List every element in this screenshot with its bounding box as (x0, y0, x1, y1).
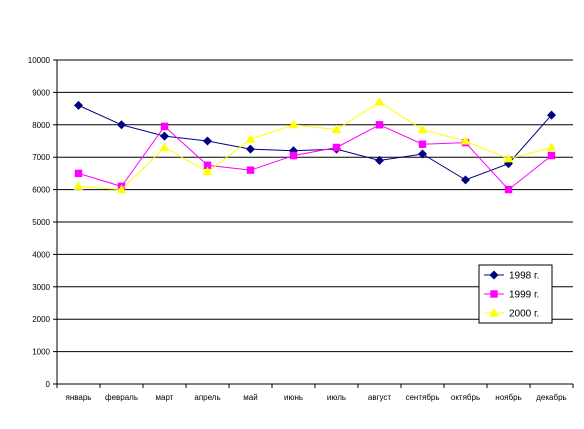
series-3 (73, 97, 557, 194)
x-tick-label: апрель (194, 393, 220, 402)
series-1 (73, 100, 557, 185)
y-tick-label: 3000 (32, 283, 50, 292)
data-point (245, 144, 256, 154)
x-tick-label: май (243, 393, 257, 402)
data-point (202, 166, 213, 176)
y-tick-label: 6000 (32, 186, 50, 195)
x-tick-label: август (368, 393, 392, 402)
x-tick-labels: январь февраль март апрель май июнь июль август… (66, 393, 567, 402)
legend-marker (489, 270, 499, 280)
data-point (202, 136, 213, 146)
x-tick-label: декабрь (536, 393, 566, 402)
data-point (418, 140, 427, 148)
data-point (289, 151, 298, 160)
data-point (73, 100, 84, 110)
y-tick-label: 9000 (32, 88, 50, 97)
data-point (417, 149, 428, 159)
y-tick-label: 5000 (32, 218, 50, 227)
data-point (417, 124, 428, 134)
legend: 1998 г. 1999 г. 2000 г. (478, 264, 553, 324)
data-point (246, 166, 255, 174)
x-tick-label: январь (66, 393, 92, 402)
series-line (78, 104, 552, 181)
data-point (375, 121, 384, 129)
y-tick-label: 4000 (32, 250, 50, 259)
legend-marker (490, 290, 498, 298)
data-point (332, 143, 341, 152)
x-tick-label: март (156, 393, 174, 402)
legend-label: 1998 г. (509, 271, 539, 282)
series-group (73, 97, 557, 194)
data-point (546, 110, 557, 120)
data-point (331, 124, 342, 134)
series-line (78, 124, 552, 191)
data-point (547, 151, 556, 160)
data-point (159, 131, 170, 141)
x-tick-label: июнь (284, 393, 303, 402)
x-tick-label: ноябрь (495, 393, 521, 402)
data-point (374, 155, 385, 165)
legend-label: 2000 г. (509, 309, 539, 320)
data-point (460, 175, 471, 185)
data-point (460, 135, 471, 145)
legend-marker (489, 307, 499, 317)
y-tick-label: 1000 (32, 348, 50, 357)
y-tick-label: 10000 (28, 56, 51, 65)
data-point (374, 97, 385, 106)
x-tick-label: июль (327, 393, 346, 402)
data-point (74, 169, 83, 178)
y-tick-label: 8000 (32, 121, 50, 130)
axes (53, 59, 574, 388)
data-point (160, 122, 169, 131)
data-point (116, 184, 127, 194)
x-tick-label: октябрь (451, 393, 480, 402)
data-point (503, 153, 514, 163)
data-point (116, 120, 127, 130)
x-tick-label: сентябрь (405, 393, 439, 402)
data-point (504, 185, 513, 194)
legend-entry: 2000 г. (484, 307, 539, 320)
legend-entry: 1998 г. (484, 270, 539, 282)
y-tick-label: 0 (46, 380, 51, 389)
x-tick-label: февраль (105, 393, 138, 402)
data-point (159, 142, 170, 151)
data-point (245, 134, 256, 143)
data-point (288, 119, 299, 129)
data-point (73, 181, 84, 190)
data-point (546, 142, 557, 151)
y-tick-label: 7000 (32, 153, 50, 162)
legend-entry: 1999 г. (484, 290, 539, 301)
y-tick-labels: 0 1000 2000 3000 4000 5000 6000 7000 8000 9000 100… (28, 56, 51, 389)
series-line (78, 101, 552, 191)
y-tick-label: 2000 (32, 315, 50, 324)
legend-label: 1999 г. (509, 290, 539, 301)
